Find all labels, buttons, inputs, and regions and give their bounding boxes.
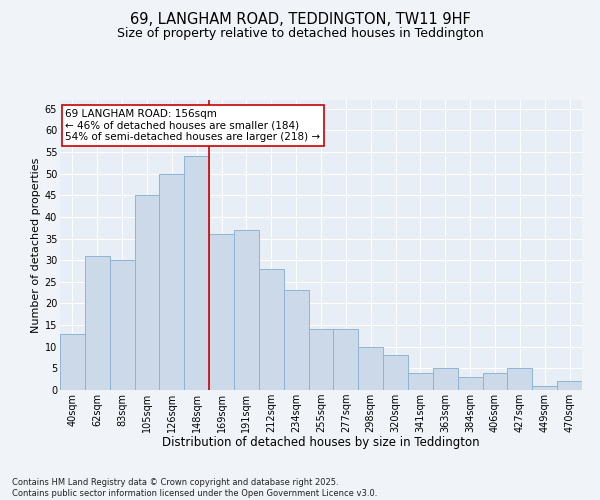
Text: Contains HM Land Registry data © Crown copyright and database right 2025.
Contai: Contains HM Land Registry data © Crown c… — [12, 478, 377, 498]
Bar — [259, 269, 284, 390]
Bar — [209, 234, 234, 390]
Text: 69, LANGHAM ROAD, TEDDINGTON, TW11 9HF: 69, LANGHAM ROAD, TEDDINGTON, TW11 9HF — [130, 12, 470, 28]
Bar — [160, 174, 184, 390]
Bar — [358, 346, 383, 390]
Bar — [334, 330, 358, 390]
Y-axis label: Number of detached properties: Number of detached properties — [31, 158, 41, 332]
Bar — [408, 372, 433, 390]
Bar — [60, 334, 85, 390]
Bar — [308, 330, 334, 390]
Bar — [383, 356, 408, 390]
Text: Size of property relative to detached houses in Teddington: Size of property relative to detached ho… — [116, 28, 484, 40]
X-axis label: Distribution of detached houses by size in Teddington: Distribution of detached houses by size … — [162, 436, 480, 450]
Bar — [110, 260, 134, 390]
Bar — [134, 195, 160, 390]
Bar — [433, 368, 458, 390]
Text: 69 LANGHAM ROAD: 156sqm
← 46% of detached houses are smaller (184)
54% of semi-d: 69 LANGHAM ROAD: 156sqm ← 46% of detache… — [65, 108, 320, 142]
Bar — [557, 382, 582, 390]
Bar — [532, 386, 557, 390]
Bar — [482, 372, 508, 390]
Bar — [85, 256, 110, 390]
Bar — [184, 156, 209, 390]
Bar — [284, 290, 308, 390]
Bar — [234, 230, 259, 390]
Bar — [508, 368, 532, 390]
Bar — [458, 377, 482, 390]
